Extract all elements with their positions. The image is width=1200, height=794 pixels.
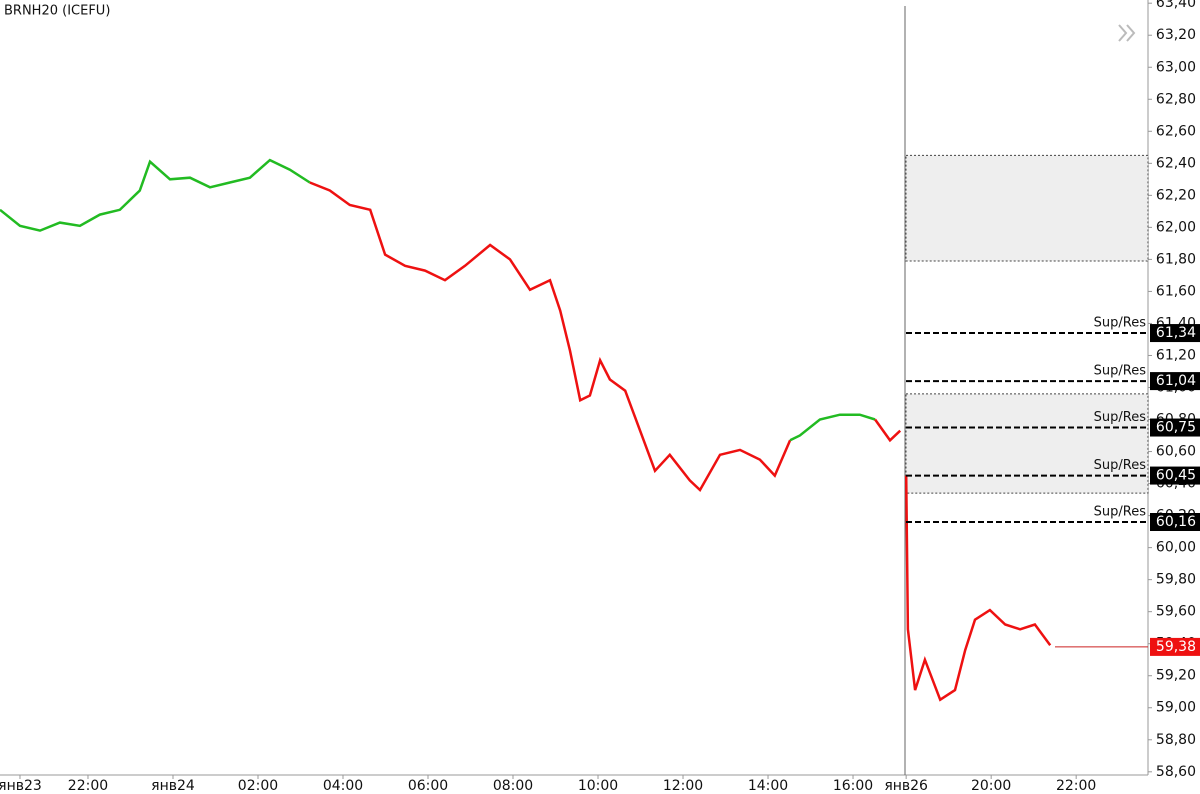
- sup-res-text: Sup/Res: [1094, 410, 1147, 425]
- y-tick-label: 63,00: [1156, 59, 1196, 75]
- level-tag: [1150, 466, 1200, 485]
- y-tick-label: 60,60: [1156, 444, 1196, 460]
- level-tag: [1150, 372, 1200, 391]
- x-tick-label: 14:00: [748, 778, 788, 794]
- level-tag: [1150, 324, 1200, 343]
- zone: [905, 154, 1149, 262]
- x-tick-label: 08:00: [493, 778, 533, 794]
- last-price-tag: [1150, 637, 1200, 656]
- x-tick-label: 22:00: [1056, 778, 1096, 794]
- y-tick-label: 62,40: [1156, 155, 1196, 171]
- x-tick-label: 06:00: [408, 778, 448, 794]
- zone: [905, 393, 1149, 494]
- sup-res-text: Sup/Res: [1094, 364, 1147, 379]
- price-line: [874, 418, 1052, 702]
- last-price-label: 59,38: [1156, 639, 1196, 655]
- sup-res-text: Sup/Res: [1094, 458, 1147, 473]
- expand-icon[interactable]: [1118, 24, 1136, 42]
- x-tick-label: янв23: [0, 778, 42, 794]
- level-label: 61,04: [1156, 373, 1196, 389]
- level-label: 60,75: [1156, 420, 1196, 436]
- y-tick-label: 63,20: [1156, 27, 1196, 43]
- y-tick-label: 63,40: [1156, 0, 1196, 11]
- level-label: 60,16: [1156, 514, 1196, 530]
- y-tick-label: 62,00: [1156, 219, 1196, 235]
- x-tick-label: 22:00: [68, 778, 108, 794]
- x-tick-label: 04:00: [323, 778, 363, 794]
- x-tick-label: 02:00: [238, 778, 278, 794]
- level-label: 61,34: [1156, 325, 1196, 341]
- x-tick-label: янв24: [151, 778, 195, 794]
- y-tick-label: 62,60: [1156, 123, 1196, 139]
- price-line: [0, 158, 311, 232]
- y-tick-label: 59,60: [1156, 604, 1196, 620]
- y-tick-label: 62,20: [1156, 187, 1196, 203]
- sup-res-text: Sup/Res: [1094, 316, 1147, 331]
- x-tick-label: 12:00: [663, 778, 703, 794]
- chart-title: BRNH20 (ICEFU): [4, 4, 110, 19]
- level-label: 60,45: [1156, 468, 1196, 484]
- y-tick-label: 62,80: [1156, 91, 1196, 107]
- level-tag: [1150, 418, 1200, 437]
- price-line: [789, 413, 876, 442]
- y-tick-label: 60,00: [1156, 540, 1196, 556]
- y-tick-label: 59,80: [1156, 572, 1196, 588]
- level-tag: [1150, 513, 1200, 532]
- price-line: [309, 181, 792, 493]
- y-tick-label: 61,60: [1156, 283, 1196, 299]
- x-tick-label: 20:00: [971, 778, 1011, 794]
- x-tick-label: янв26: [884, 778, 928, 794]
- y-tick-label: 59,00: [1156, 700, 1196, 716]
- y-tick-label: 59,20: [1156, 668, 1196, 684]
- x-tick-label: 10:00: [578, 778, 618, 794]
- y-tick-label: 58,80: [1156, 732, 1196, 748]
- y-tick-label: 58,60: [1156, 764, 1196, 780]
- sup-res-text: Sup/Res: [1094, 505, 1147, 520]
- x-tick-label: 16:00: [833, 778, 873, 794]
- y-tick-label: 61,20: [1156, 347, 1196, 363]
- y-tick-label: 61,80: [1156, 251, 1196, 267]
